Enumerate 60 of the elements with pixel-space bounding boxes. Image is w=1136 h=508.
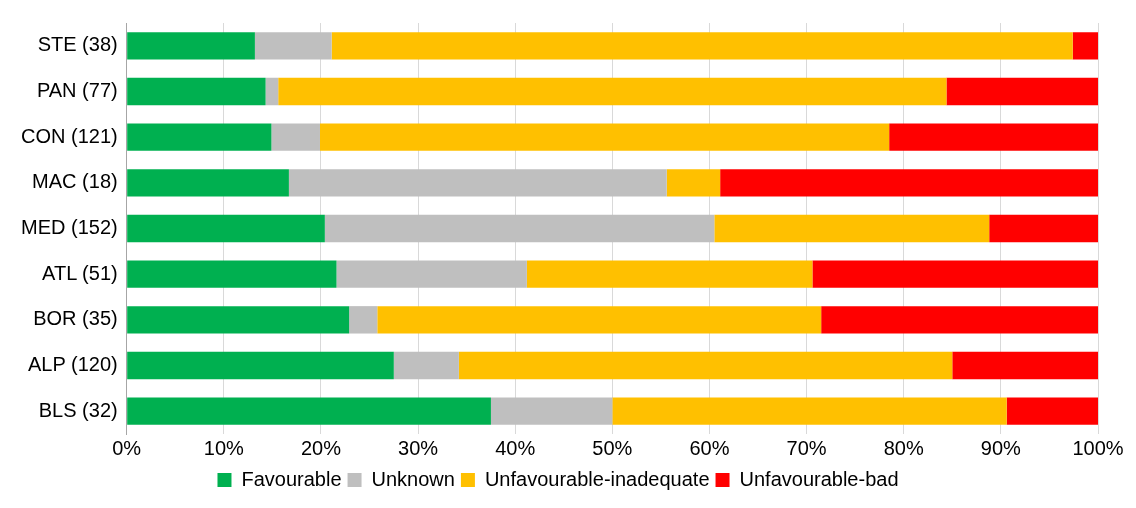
bar — [989, 214, 1098, 243]
y-tick-label: BLS (32) — [38, 398, 118, 421]
bar — [288, 169, 667, 197]
bar — [889, 123, 1098, 151]
bar — [336, 260, 527, 288]
x-tick-label: 0% — [112, 436, 142, 459]
bar — [821, 306, 1098, 334]
bar — [393, 351, 459, 380]
y-tick-label: ALP (120) — [28, 353, 118, 376]
bar — [127, 77, 266, 106]
x-tick-label: 20% — [300, 436, 342, 459]
bar — [612, 397, 1007, 425]
y-tick-label: CON (121) — [20, 124, 118, 147]
legend-label: Favourable — [241, 467, 342, 490]
bar — [1072, 32, 1098, 60]
bar — [254, 32, 332, 60]
legend-label: Unfavourable-bad — [739, 467, 899, 490]
bar — [127, 306, 350, 334]
x-tick-label: 30% — [398, 436, 439, 459]
y-tick-label: STE (38) — [37, 33, 118, 56]
bar — [127, 214, 325, 243]
bar — [490, 397, 613, 425]
bar — [331, 32, 1073, 60]
x-tick-label: 100% — [1072, 436, 1124, 459]
bar — [127, 397, 491, 425]
bar — [526, 260, 813, 288]
bar — [271, 123, 320, 151]
bar — [127, 123, 272, 151]
bar — [1006, 397, 1098, 425]
bar — [127, 351, 394, 380]
y-tick-label: PAN (77) — [36, 79, 118, 102]
x-tick-label: 90% — [980, 436, 1022, 459]
y-tick-label: BOR (35) — [33, 307, 118, 330]
bar — [324, 214, 715, 243]
bar — [812, 260, 1098, 288]
x-tick-label: 80% — [883, 436, 924, 459]
bar — [666, 169, 721, 197]
bar — [377, 306, 822, 334]
bar — [952, 351, 1098, 380]
y-tick-label: ATL (51) — [42, 261, 118, 284]
y-tick-label: MAC (18) — [32, 170, 118, 193]
x-tick-label: 70% — [786, 436, 827, 459]
legend-label: Unfavourable-inadequate — [484, 467, 710, 490]
bar — [278, 77, 947, 106]
bar — [127, 169, 289, 197]
legend-label: Unknown — [371, 467, 455, 490]
bar — [265, 77, 279, 106]
bar — [946, 77, 1098, 106]
bar — [458, 351, 953, 380]
x-tick-label: 60% — [689, 436, 730, 459]
x-tick-label: 10% — [203, 436, 245, 459]
y-tick-label: MED (152) — [20, 216, 118, 239]
bar — [714, 214, 990, 243]
bar — [349, 306, 378, 334]
bar — [127, 32, 255, 60]
bar — [720, 169, 1098, 197]
bar — [319, 123, 890, 151]
x-tick-label: 40% — [495, 436, 536, 459]
x-tick-label: 50% — [592, 436, 633, 459]
bar — [127, 260, 337, 288]
